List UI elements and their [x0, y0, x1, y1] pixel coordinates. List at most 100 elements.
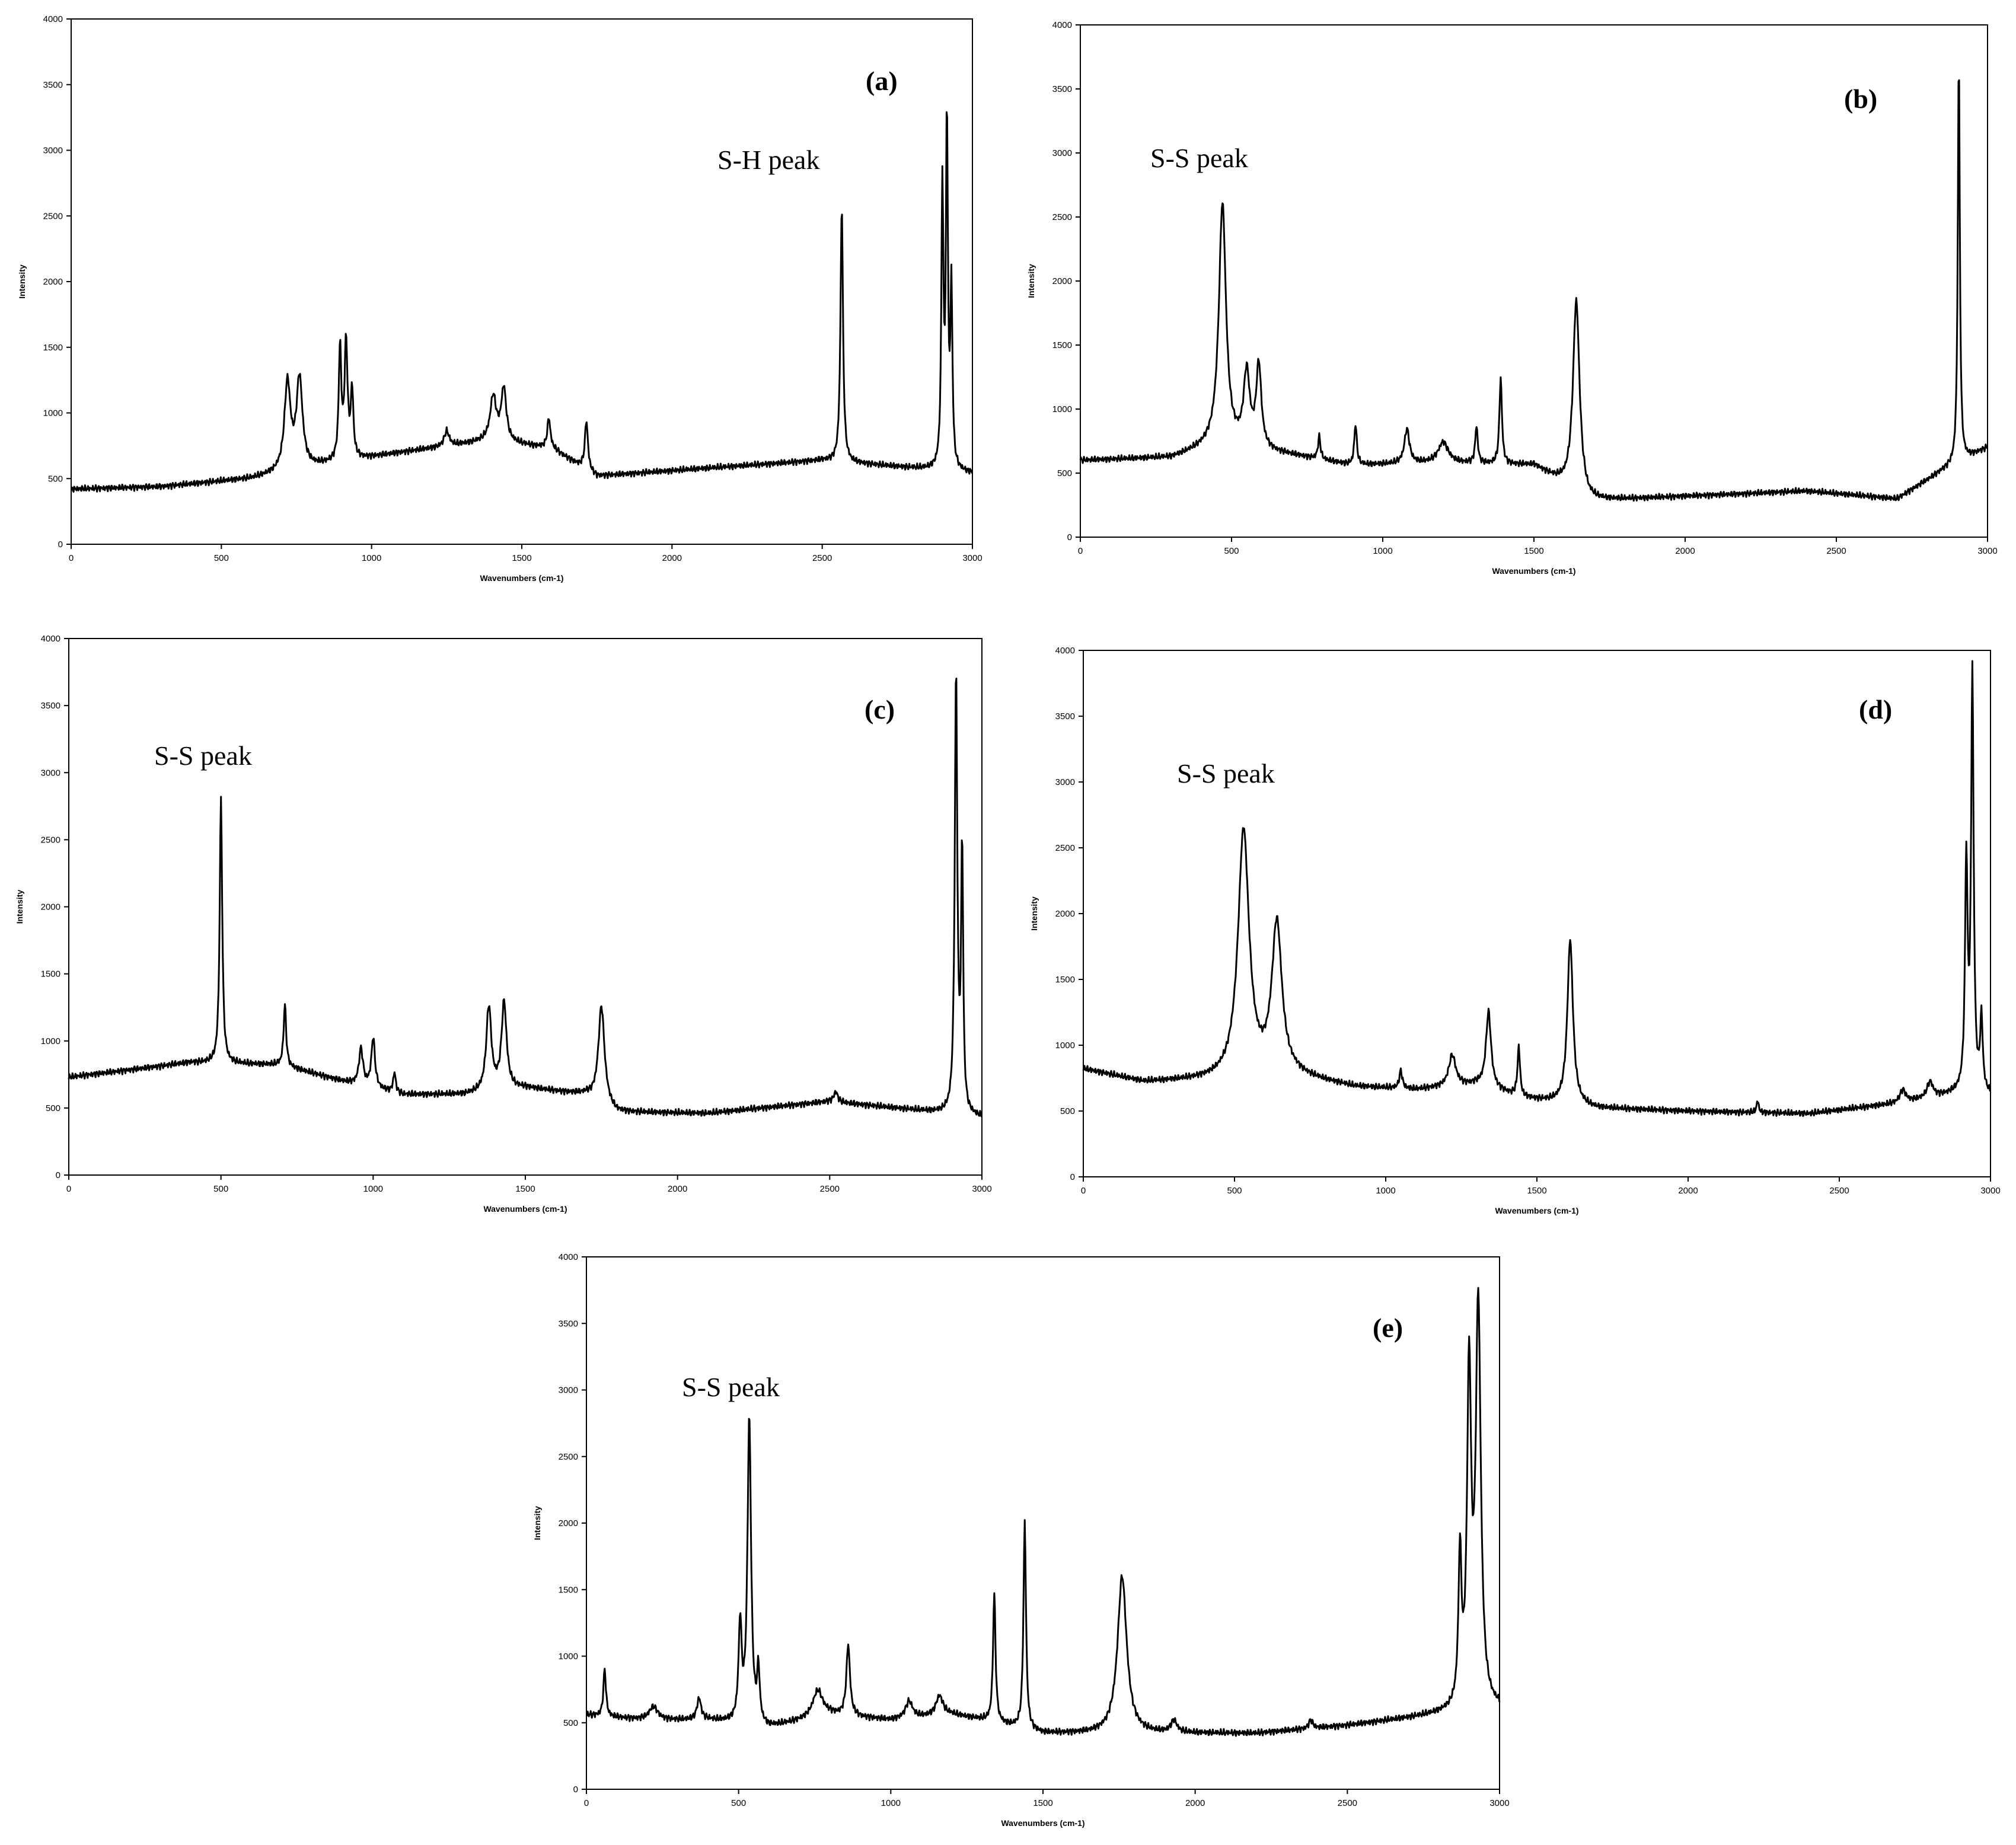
y-tick-label: 3500 — [43, 80, 63, 90]
peak-annotation: S-H peak — [717, 145, 819, 175]
y-tick-label: 0 — [58, 540, 63, 550]
y-tick-label: 1500 — [1052, 340, 1072, 350]
y-tick-label: 0 — [1067, 532, 1072, 542]
panel-label: (b) — [1844, 84, 1877, 114]
x-tick-label: 1500 — [1524, 546, 1543, 556]
y-tick-label: 500 — [563, 1718, 578, 1728]
x-tick-label: 2000 — [662, 553, 682, 563]
y-tick-label: 500 — [48, 474, 63, 484]
x-tick-label: 0 — [66, 1184, 71, 1194]
y-tick-label: 4000 — [41, 634, 60, 644]
x-axis-title: Wavenumbers (cm-1) — [483, 1204, 567, 1214]
y-tick-label: 2500 — [43, 211, 63, 221]
y-tick-label: 1000 — [559, 1652, 578, 1662]
y-tick-label: 2500 — [559, 1452, 578, 1462]
y-axis-title: Intensity — [1029, 896, 1039, 931]
spectrum-line-a — [71, 111, 974, 493]
x-tick-label: 2500 — [1338, 1798, 1357, 1808]
x-tick-label: 0 — [1081, 1186, 1086, 1196]
peak-annotation: S-S peak — [154, 740, 252, 771]
x-tick-label: 1000 — [362, 553, 381, 563]
x-tick-label: 500 — [214, 553, 229, 563]
y-tick-label: 4000 — [43, 14, 63, 24]
plot-frame-a — [71, 18, 973, 545]
spectrum-panel-b: 0 500 1000 1500 2000 2500 3000 0 500 1000 1500 2000… — [1026, 20, 1998, 576]
x-tick-label: 1500 — [515, 1184, 535, 1194]
y-tick-label: 4000 — [1055, 646, 1075, 656]
y-tick-label: 2500 — [41, 835, 60, 845]
plot-frame-e — [586, 1256, 1500, 1790]
spectrum-line-e — [585, 1287, 1501, 1737]
panel-label: (c) — [865, 694, 895, 724]
x-tick-label: 2500 — [1829, 1186, 1849, 1196]
y-tick-label: 4000 — [1052, 20, 1072, 30]
y-tick-label: 3000 — [41, 768, 60, 778]
x-tick-label: 2000 — [1678, 1186, 1698, 1196]
x-tick-label: 3000 — [962, 553, 982, 563]
y-tick-label: 3000 — [43, 146, 63, 156]
x-tick-label: 2000 — [668, 1184, 687, 1194]
spectrum-line-c — [68, 678, 983, 1118]
y-tick-label: 1500 — [1055, 975, 1075, 985]
x-tick-label: 3000 — [1980, 1186, 2000, 1196]
panel-label: (d) — [1859, 694, 1892, 724]
y-axis-title: Intensity — [532, 1506, 542, 1540]
x-tick-label: 2500 — [820, 1184, 840, 1194]
y-tick-label: 3000 — [1055, 777, 1075, 787]
y-tick-label: 3500 — [559, 1319, 578, 1329]
x-tick-label: 1000 — [881, 1798, 901, 1808]
x-tick-label: 2500 — [1826, 546, 1846, 556]
x-tick-label: 0 — [1078, 546, 1083, 556]
x-tick-label: 3000 — [972, 1184, 991, 1194]
y-tick-label: 1500 — [43, 343, 63, 353]
x-tick-label: 0 — [69, 553, 74, 563]
x-tick-label: 2000 — [1185, 1798, 1205, 1808]
y-tick-label: 500 — [1060, 1106, 1075, 1116]
y-tick-label: 2000 — [1055, 909, 1075, 919]
x-axis-title: Wavenumbers (cm-1) — [1492, 566, 1575, 576]
y-tick-label: 1000 — [41, 1036, 60, 1046]
y-axis-title: Intensity — [1026, 264, 1036, 298]
y-tick-label: 2500 — [1055, 843, 1075, 853]
x-axis-title: Wavenumbers (cm-1) — [1495, 1206, 1578, 1215]
panel-label: (e) — [1373, 1313, 1403, 1343]
y-tick-label: 0 — [56, 1170, 60, 1180]
y-tick-label: 3000 — [1052, 148, 1072, 158]
y-tick-label: 1000 — [1052, 404, 1072, 414]
x-tick-label: 500 — [213, 1184, 228, 1194]
y-axis-title: Intensity — [15, 890, 24, 924]
x-tick-label: 3000 — [1977, 546, 1997, 556]
y-tick-label: 500 — [46, 1103, 60, 1113]
y-tick-label: 3500 — [41, 701, 60, 711]
x-tick-label: 500 — [1227, 1186, 1242, 1196]
x-axis-title: Wavenumbers (cm-1) — [480, 573, 563, 583]
x-tick-label: 1000 — [363, 1184, 383, 1194]
peak-annotation: S-S peak — [682, 1372, 780, 1402]
x-tick-label: 1500 — [1033, 1798, 1052, 1808]
x-tick-label: 500 — [731, 1798, 746, 1808]
y-tick-label: 1500 — [41, 969, 60, 979]
y-tick-label: 0 — [1070, 1172, 1075, 1182]
x-tick-label: 2500 — [812, 553, 832, 563]
spectrum-line-b — [1079, 79, 1989, 502]
y-tick-label: 3500 — [1055, 711, 1075, 722]
spectrum-line-d — [1082, 660, 1992, 1117]
x-tick-label: 2000 — [1675, 546, 1695, 556]
y-tick-label: 2000 — [43, 277, 63, 287]
peak-annotation: S-S peak — [1177, 758, 1275, 789]
x-tick-label: 1500 — [512, 553, 531, 563]
x-tick-label: 1000 — [1376, 1186, 1395, 1196]
x-tick-label: 1500 — [1527, 1186, 1546, 1196]
y-tick-label: 2000 — [559, 1518, 578, 1528]
peak-annotation: S-S peak — [1150, 143, 1248, 173]
y-tick-label: 1000 — [1055, 1040, 1075, 1051]
x-tick-label: 3000 — [1489, 1798, 1509, 1808]
x-tick-label: 1000 — [1373, 546, 1392, 556]
y-tick-label: 4000 — [559, 1252, 578, 1262]
spectrum-panel-a: 0 500 1000 1500 2000 2500 3000 0 500 1000 1500 2000… — [17, 14, 983, 583]
y-tick-label: 2000 — [41, 902, 60, 912]
y-tick-label: 0 — [573, 1785, 578, 1795]
spectrum-panel-e: 0 500 1000 1500 2000 2500 3000 0 500 1000 1500 2000… — [532, 1252, 1510, 1828]
y-tick-label: 1500 — [559, 1585, 578, 1595]
